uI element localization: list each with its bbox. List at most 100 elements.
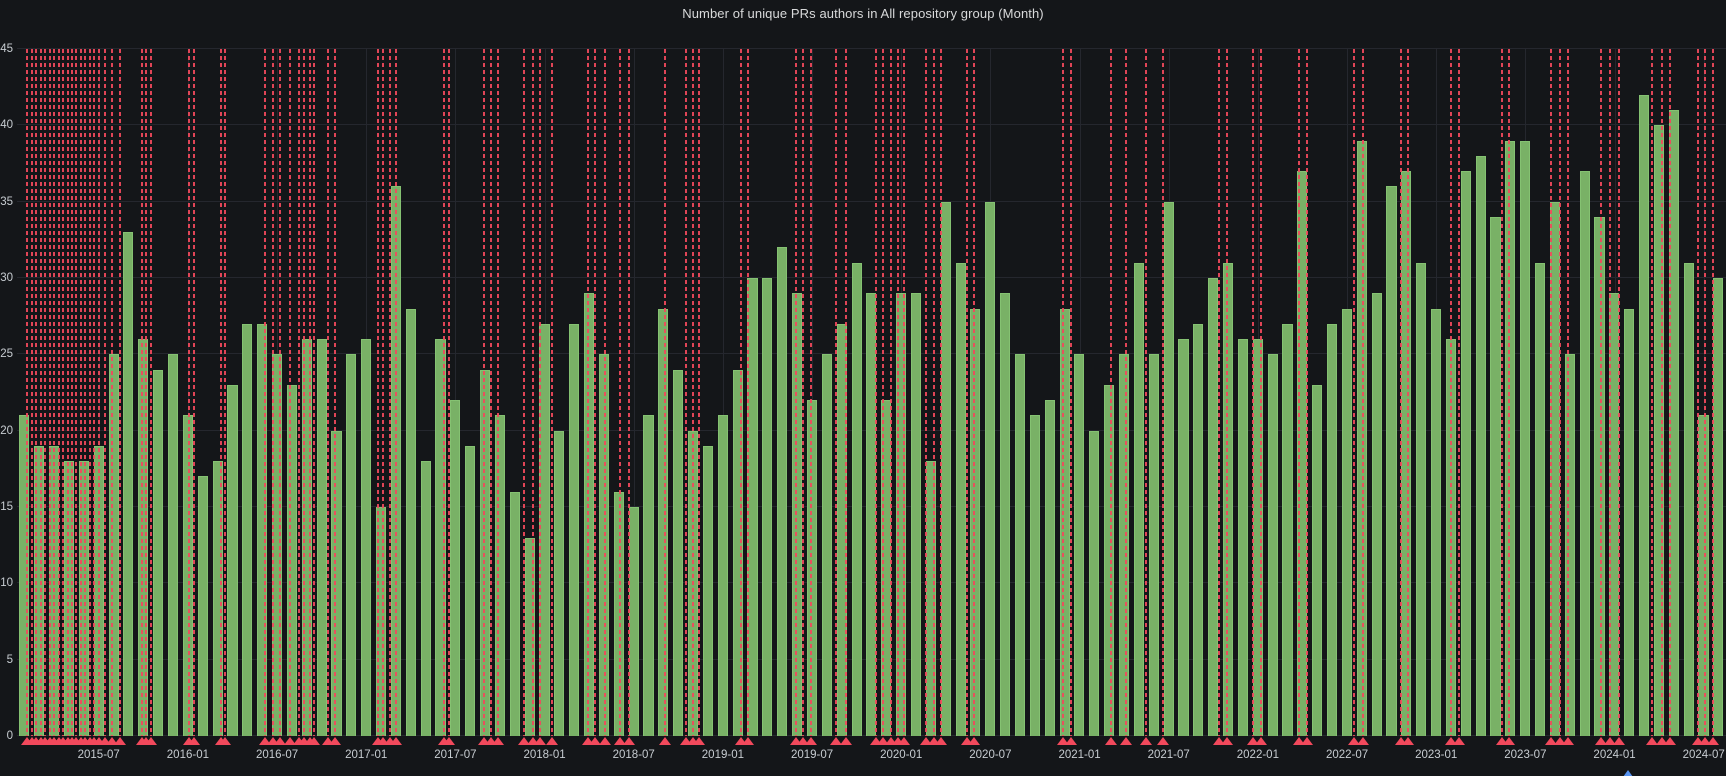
bar-2021-08[interactable] [1178, 339, 1189, 736]
bar-2016-07[interactable] [271, 354, 283, 736]
annotation-marker-icon[interactable] [960, 737, 973, 745]
annotation-marker-icon[interactable] [1293, 737, 1306, 745]
annotation-marker-icon[interactable] [1401, 737, 1414, 745]
bar-2017-06[interactable] [435, 339, 446, 736]
bar-2020-06[interactable] [970, 308, 981, 736]
bar-2015-12[interactable] [167, 354, 179, 736]
bar-2022-10[interactable] [1386, 186, 1397, 736]
annotation-marker-icon[interactable] [1445, 737, 1458, 745]
bar-2015-03[interactable] [34, 445, 45, 736]
bar-2023-11[interactable] [1579, 171, 1590, 736]
bar-2017-03[interactable] [390, 186, 401, 736]
bar-2022-09[interactable] [1371, 293, 1382, 736]
bar-2017-10[interactable] [494, 415, 505, 736]
annotation-marker-icon[interactable] [1562, 737, 1575, 745]
bar-2016-08[interactable] [286, 384, 297, 736]
bar-2021-04[interactable] [1118, 354, 1130, 736]
annotation-marker-icon[interactable] [329, 737, 342, 745]
bar-2015-04[interactable] [49, 445, 60, 736]
bar-2019-08[interactable] [821, 354, 832, 736]
annotation-marker-icon[interactable] [113, 737, 126, 745]
annotation-marker-icon[interactable] [1663, 737, 1676, 745]
annotation-marker-icon[interactable] [869, 737, 882, 745]
bar-2016-01[interactable] [182, 415, 193, 736]
annotation-marker-icon[interactable] [492, 737, 505, 745]
annotation-marker-icon[interactable] [1706, 737, 1719, 745]
bar-2021-07[interactable] [1163, 201, 1174, 736]
annotation-marker-icon[interactable] [266, 737, 279, 745]
bar-2018-01[interactable] [539, 323, 550, 736]
bar-2021-10[interactable] [1208, 278, 1219, 736]
annotation-marker-icon[interactable] [658, 737, 671, 745]
blue-annotation-marker-icon[interactable] [1622, 770, 1633, 776]
bar-2023-12[interactable] [1594, 216, 1605, 736]
annotation-marker-icon[interactable] [829, 737, 842, 745]
bar-2023-08[interactable] [1535, 262, 1546, 736]
annotation-marker-icon[interactable] [877, 737, 890, 745]
bar-2022-04[interactable] [1297, 171, 1308, 736]
bar-2019-07[interactable] [806, 400, 818, 736]
bar-2020-09[interactable] [1014, 354, 1026, 736]
annotation-marker-icon[interactable] [968, 737, 981, 745]
bar-2017-11[interactable] [509, 491, 520, 736]
bar-2016-10[interactable] [316, 339, 327, 736]
bar-2018-02[interactable] [554, 430, 565, 736]
bar-2015-05[interactable] [63, 461, 75, 736]
bar-2019-10[interactable] [851, 262, 862, 736]
annotation-marker-icon[interactable] [1057, 737, 1070, 745]
bar-2024-02[interactable] [1624, 308, 1635, 736]
bar-2020-07[interactable] [985, 201, 996, 736]
bar-2021-11[interactable] [1222, 262, 1234, 736]
bar-2022-01[interactable] [1252, 339, 1263, 736]
annotation-marker-icon[interactable] [840, 737, 853, 745]
bar-2017-09[interactable] [480, 369, 491, 736]
bar-2018-05[interactable] [598, 354, 609, 736]
bar-2019-09[interactable] [836, 323, 847, 736]
bar-2023-04[interactable] [1475, 155, 1486, 736]
bar-2015-06[interactable] [78, 461, 89, 736]
annotation-marker-icon[interactable] [274, 737, 287, 745]
bar-2019-02[interactable] [732, 369, 743, 736]
bar-2021-01[interactable] [1074, 354, 1085, 736]
bar-2022-06[interactable] [1327, 323, 1338, 736]
bar-2019-06[interactable] [792, 293, 803, 736]
annotation-marker-icon[interactable] [920, 737, 933, 745]
bar-2017-04[interactable] [405, 308, 416, 736]
bar-2018-07[interactable] [628, 507, 639, 736]
annotation-marker-icon[interactable] [1503, 737, 1516, 745]
bar-2019-12[interactable] [881, 400, 892, 736]
annotation-marker-icon[interactable] [284, 737, 297, 745]
bar-2020-12[interactable] [1059, 308, 1070, 736]
bar-2018-10[interactable] [673, 369, 684, 736]
annotation-marker-icon[interactable] [1104, 737, 1117, 745]
annotation-marker-icon[interactable] [1394, 737, 1407, 745]
annotation-marker-icon[interactable] [187, 737, 200, 745]
annotation-marker-icon[interactable] [389, 737, 402, 745]
annotation-marker-icon[interactable] [581, 737, 594, 745]
bar-2018-06[interactable] [613, 491, 624, 736]
annotation-marker-icon[interactable] [898, 737, 911, 745]
bar-2021-06[interactable] [1148, 354, 1159, 736]
bar-2020-11[interactable] [1044, 400, 1055, 736]
annotation-marker-icon[interactable] [1213, 737, 1226, 745]
bar-2019-03[interactable] [747, 278, 758, 736]
bar-2017-12[interactable] [524, 537, 535, 736]
bar-2016-02[interactable] [197, 476, 208, 736]
annotation-marker-icon[interactable] [1595, 737, 1608, 745]
annotation-marker-icon[interactable] [693, 737, 706, 745]
annotation-marker-icon[interactable] [321, 737, 334, 745]
bar-2018-04[interactable] [584, 293, 595, 736]
bar-2024-06[interactable] [1683, 262, 1694, 736]
annotation-marker-icon[interactable] [927, 737, 940, 745]
bar-2016-05[interactable] [242, 323, 253, 736]
bar-2024-04[interactable] [1653, 125, 1664, 736]
annotation-marker-icon[interactable] [219, 737, 232, 745]
annotation-marker-icon[interactable] [804, 737, 817, 745]
annotation-marker-icon[interactable] [1699, 737, 1712, 745]
annotation-marker-icon[interactable] [935, 737, 948, 745]
annotation-marker-icon[interactable] [1495, 737, 1508, 745]
bar-2020-03[interactable] [925, 461, 936, 736]
annotation-marker-icon[interactable] [534, 737, 547, 745]
annotation-marker-icon[interactable] [376, 737, 389, 745]
bar-2015-11[interactable] [153, 369, 164, 736]
